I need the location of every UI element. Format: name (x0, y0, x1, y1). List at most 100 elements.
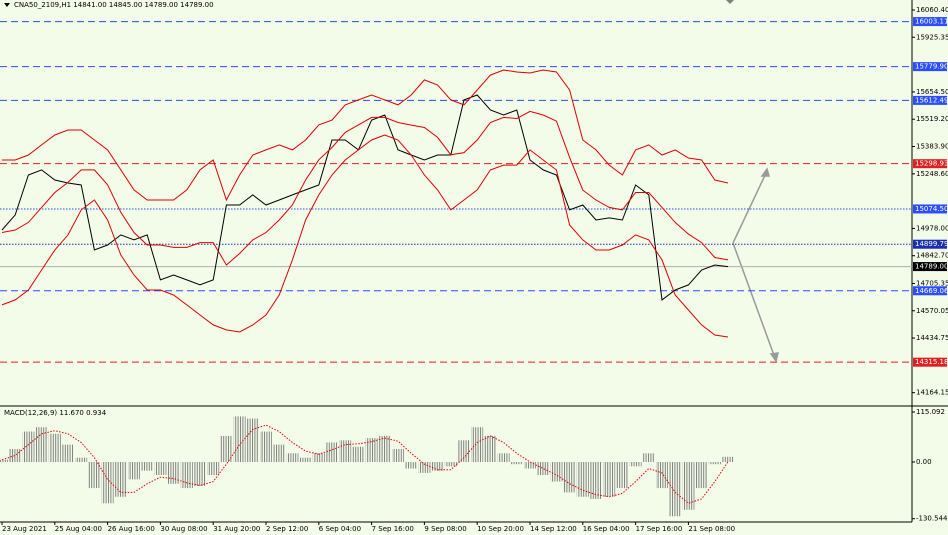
x-tick-label: 16 Sep 04:00 (583, 525, 630, 533)
histogram-bar (682, 462, 695, 510)
histogram-bar (62, 444, 74, 463)
level-label: 16003.11 (915, 18, 948, 26)
down-projection (732, 242, 776, 359)
histogram-bar (207, 462, 220, 476)
histogram-bar (550, 462, 563, 482)
level-label: 14315.18 (915, 358, 948, 366)
histogram-bar (722, 456, 734, 463)
level-label: 15779.90 (915, 63, 948, 71)
x-tick-label: 25 Aug 04:00 (55, 525, 102, 533)
y-tick-label: 15654.50 (916, 88, 948, 96)
x-tick-label: 31 Aug 20:00 (213, 525, 260, 533)
histogram-bar (101, 462, 114, 504)
histogram-bar (378, 435, 391, 463)
y-tick-label: 15248.60 (916, 170, 948, 178)
histogram-bar (537, 462, 550, 476)
x-tick-label: 10 Sep 20:00 (477, 525, 524, 533)
level-label: 14789.00 (915, 263, 948, 271)
series-line (1, 94, 729, 301)
level-label: 15298.93 (915, 160, 948, 168)
series-line (1, 110, 729, 266)
histogram-bar (326, 442, 338, 463)
histogram-bar (471, 427, 484, 463)
level-label-box (913, 17, 947, 27)
histogram-bar (484, 435, 497, 463)
histogram-bar (444, 462, 457, 467)
histogram-bar (392, 448, 404, 463)
x-tick-label: 23 Aug 2021 (2, 525, 47, 533)
x-tick-label: 26 Aug 16:00 (108, 525, 155, 533)
y-tick-label: 14570.05 (916, 307, 948, 315)
y-tick-label: 15925.35 (916, 33, 948, 41)
histogram-bar (669, 462, 682, 517)
histogram-bar (22, 431, 35, 463)
level-label: 14899.79 (915, 240, 948, 248)
histogram-bar (114, 462, 127, 497)
x-tick-label: 30 Aug 08:00 (160, 525, 207, 533)
histogram-bar (88, 462, 101, 489)
x-tick-label: 21 Sep 08:00 (688, 525, 735, 533)
histogram-bar (9, 448, 22, 463)
histogram-bar (708, 462, 721, 465)
x-tick-label: 17 Sep 16:00 (636, 525, 683, 533)
y-tick-label: 14164.15 (916, 389, 948, 397)
histogram-bar (418, 462, 431, 473)
level-label-box (913, 357, 947, 367)
x-tick-label: 9 Sep 08:00 (424, 525, 466, 533)
y-tick-label: 0.00 (916, 458, 932, 466)
x-tick-label: 6 Sep 04:00 (319, 525, 361, 533)
histogram-bar (233, 416, 246, 463)
histogram-bar (458, 440, 470, 463)
y-tick-label: 14705.35 (916, 279, 948, 287)
level-label-box (913, 62, 947, 72)
histogram-bar (128, 462, 140, 480)
histogram-bar (431, 462, 444, 471)
menu-triangle (4, 3, 10, 7)
histogram-bar (286, 453, 299, 463)
histogram-bar (524, 462, 536, 469)
histogram-bar (167, 462, 180, 484)
y-tick-label: 16060.40 (916, 6, 948, 14)
level-label-box (913, 239, 947, 249)
up-projection (732, 170, 768, 244)
histogram-bar (75, 457, 88, 463)
level-label-box (913, 204, 947, 214)
macd-header: MACD(12,26,9) 11.670 0.934 (4, 409, 107, 417)
symbol-header: CNA50_2109,H1 14841.00 14845.00 14789.00… (14, 1, 214, 9)
histogram-bar (246, 418, 259, 463)
histogram-bar (603, 462, 616, 497)
histogram-bar (616, 462, 629, 489)
histogram-bar (576, 462, 589, 497)
series-line (1, 134, 729, 338)
series-line (1, 424, 729, 504)
histogram-bar (352, 446, 365, 463)
histogram-bar (656, 462, 668, 489)
histogram-bar (180, 462, 193, 489)
histogram-bar (220, 435, 233, 463)
arrow-head (769, 352, 779, 363)
level-label: 15074.50 (915, 205, 948, 213)
histogram-bar (510, 462, 523, 465)
histogram-bar (695, 462, 708, 489)
histogram-bar (563, 462, 576, 493)
x-tick-label: 2 Sep 12:00 (266, 525, 308, 533)
histogram-bar (642, 453, 655, 463)
histogram-bar (339, 440, 352, 463)
histogram-bar (141, 462, 154, 471)
y-tick-label: 14978.00 (916, 224, 948, 232)
histogram-bar (405, 462, 418, 469)
series-line (2, 69, 729, 202)
histogram-bar (312, 453, 325, 463)
histogram-bar (154, 462, 167, 476)
shift-marker (726, 0, 734, 4)
y-tick-label: 14842.70 (916, 252, 948, 260)
histogram-bar (273, 444, 286, 463)
y-tick-label: -130.544 (916, 515, 948, 523)
level-label-box (913, 95, 947, 105)
level-label-box (913, 262, 947, 272)
histogram-bar (497, 453, 510, 463)
histogram-bar (590, 462, 602, 499)
histogram-bar (35, 427, 48, 463)
y-tick-label: 14434.75 (916, 334, 948, 342)
